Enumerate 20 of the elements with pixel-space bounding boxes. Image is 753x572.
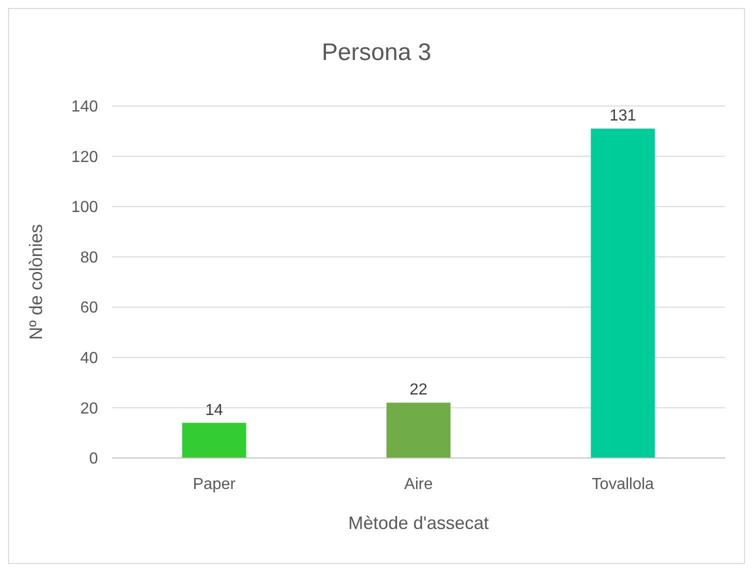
data-label: 22 — [410, 382, 428, 399]
x-axis-title: Mètode d'assecat — [348, 513, 489, 533]
y-tick-label: 140 — [71, 98, 98, 116]
data-label: 131 — [609, 108, 636, 125]
bar — [386, 402, 450, 458]
y-tick-label: 0 — [89, 450, 98, 468]
bar — [590, 128, 655, 458]
x-tick-label: Tovallola — [592, 476, 654, 493]
x-tick-label: Aire — [404, 476, 433, 493]
y-tick-label: 40 — [80, 350, 98, 368]
y-tick-label: 100 — [71, 199, 98, 216]
chart-title: Persona 3 — [322, 39, 432, 66]
bar — [182, 422, 246, 458]
x-tick-label: Paper — [192, 476, 236, 493]
data-label: 14 — [205, 402, 224, 419]
y-axis-title: Nº de colònies — [26, 224, 46, 340]
y-tick-label: 20 — [80, 400, 98, 418]
y-tick-label: 80 — [80, 249, 98, 266]
y-tick-label: 120 — [71, 148, 98, 166]
y-tick-label: 60 — [80, 300, 98, 317]
